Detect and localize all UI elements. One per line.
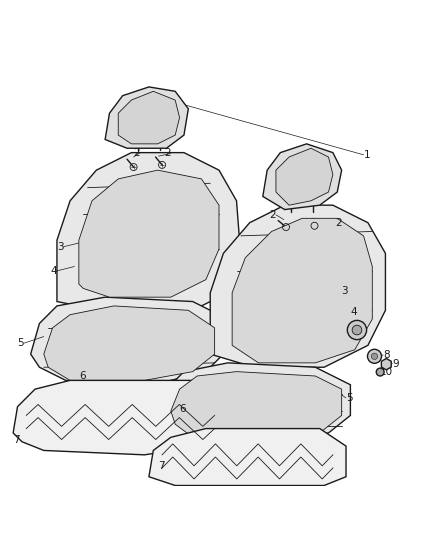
Polygon shape <box>44 306 215 381</box>
Polygon shape <box>79 170 219 297</box>
Polygon shape <box>232 219 372 363</box>
Polygon shape <box>263 144 342 209</box>
Polygon shape <box>105 87 188 148</box>
Polygon shape <box>57 152 241 310</box>
Text: 6: 6 <box>180 404 186 414</box>
Polygon shape <box>210 205 385 367</box>
Polygon shape <box>149 429 346 486</box>
Text: 9: 9 <box>392 359 399 369</box>
Text: 2: 2 <box>269 210 276 220</box>
Text: 3: 3 <box>342 286 348 296</box>
Circle shape <box>367 349 381 364</box>
Text: 5: 5 <box>18 338 24 348</box>
Text: 7: 7 <box>158 461 164 471</box>
Text: 7: 7 <box>13 434 20 445</box>
Circle shape <box>371 353 378 359</box>
Text: 2: 2 <box>335 217 342 228</box>
Text: 10: 10 <box>380 367 393 377</box>
Circle shape <box>352 325 362 335</box>
Text: 4: 4 <box>50 266 57 276</box>
Text: 3: 3 <box>57 242 64 252</box>
Polygon shape <box>381 359 391 370</box>
Text: 6: 6 <box>79 371 85 381</box>
Polygon shape <box>13 381 228 455</box>
Text: 2: 2 <box>164 149 171 158</box>
Polygon shape <box>276 148 333 205</box>
Circle shape <box>347 320 367 340</box>
Polygon shape <box>31 297 228 385</box>
Circle shape <box>376 368 384 376</box>
Polygon shape <box>171 372 342 442</box>
Text: 1: 1 <box>364 150 370 160</box>
Text: 2: 2 <box>134 148 140 158</box>
Text: 4: 4 <box>350 308 357 318</box>
Polygon shape <box>118 91 180 144</box>
Text: 5: 5 <box>346 393 353 403</box>
Polygon shape <box>158 363 350 442</box>
Text: 8: 8 <box>383 350 390 360</box>
